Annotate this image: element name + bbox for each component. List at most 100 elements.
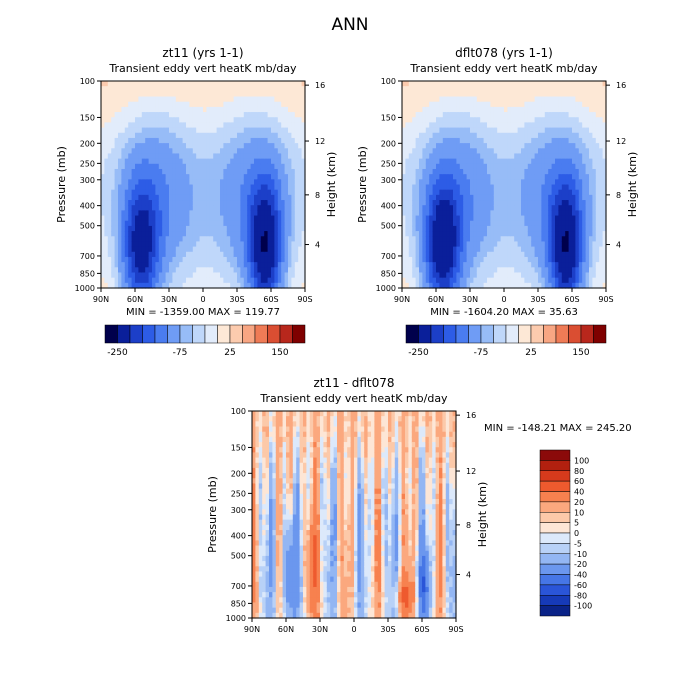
heatmap-cell xyxy=(592,112,597,118)
heatmap-cell xyxy=(507,231,512,237)
heatmap-cell xyxy=(446,132,451,139)
heatmap-cell xyxy=(284,96,289,103)
heatmap-cell xyxy=(284,106,289,113)
heatmap-cell xyxy=(301,210,306,217)
heatmap-cell xyxy=(504,251,508,258)
heatmap-cell xyxy=(463,246,468,253)
heatmap-cell xyxy=(544,189,549,196)
heatmap-cell xyxy=(558,168,563,175)
heatmap-cell xyxy=(476,210,481,217)
heatmap-cell xyxy=(473,194,478,201)
heatmap-cell xyxy=(442,251,447,258)
heatmap-cell xyxy=(182,184,187,191)
heatmap-cell xyxy=(152,220,156,227)
heatmap-cell xyxy=(405,106,410,113)
heatmap-cell xyxy=(128,158,133,165)
heatmap-cell xyxy=(582,200,587,206)
heatmap-cell xyxy=(237,225,241,232)
heatmap-cell xyxy=(473,158,478,165)
heatmap-cell xyxy=(301,106,306,113)
heatmap-cell xyxy=(524,246,529,253)
heatmap-cell xyxy=(281,117,286,123)
colorbar-swatch xyxy=(593,324,607,344)
heatmap-cell xyxy=(473,189,478,196)
heatmap-cell xyxy=(415,86,420,92)
heatmap-cell xyxy=(114,101,119,108)
heatmap-cell xyxy=(425,143,430,149)
heatmap-cell xyxy=(466,241,471,248)
heatmap-cell xyxy=(237,210,241,217)
heatmap-cell xyxy=(101,158,105,165)
heatmap-cell xyxy=(568,168,573,175)
heatmap-cell xyxy=(538,153,542,160)
heatmap-cell xyxy=(203,267,207,274)
heatmap-cell xyxy=(405,194,410,201)
heatmap-cell xyxy=(476,117,481,123)
heatmap-cell xyxy=(124,168,129,175)
heatmap-cell xyxy=(534,137,539,144)
heatmap-cell xyxy=(432,215,437,222)
heatmap-cell xyxy=(264,205,269,211)
heatmap-cell xyxy=(158,241,163,248)
heatmap-cell xyxy=(436,184,440,191)
heatmap-cell xyxy=(209,91,214,98)
heatmap-cell xyxy=(243,132,248,139)
heatmap-cell xyxy=(182,163,187,170)
heatmap-cell xyxy=(585,200,590,206)
heatmap-cell xyxy=(233,215,238,222)
heatmap-cell xyxy=(223,127,228,134)
heatmap-cell xyxy=(585,96,590,103)
heatmap-cell xyxy=(415,91,420,98)
heatmap-cell xyxy=(572,236,576,243)
heatmap-cell xyxy=(425,91,430,98)
heatmap-cell xyxy=(565,117,570,123)
heatmap-cell xyxy=(124,81,129,87)
heatmap-cell xyxy=(442,101,447,108)
heatmap-cell xyxy=(294,205,299,211)
heatmap-cell xyxy=(415,158,420,165)
heatmap-cell xyxy=(456,189,461,196)
heatmap-cell xyxy=(301,101,306,108)
heatmap-cell xyxy=(199,127,204,134)
heatmap-cell xyxy=(602,194,607,201)
heatmap-cell xyxy=(538,174,542,180)
heatmap-cell xyxy=(459,225,464,232)
heatmap-cell xyxy=(442,91,447,98)
heatmap-cell xyxy=(425,215,430,222)
heatmap-cell xyxy=(281,225,286,232)
heatmap-cell xyxy=(415,148,420,155)
heatmap-cell xyxy=(230,132,235,139)
heatmap-cell xyxy=(572,143,576,149)
heatmap-cell xyxy=(500,262,505,268)
heatmap-cell xyxy=(415,179,420,186)
heatmap-cell xyxy=(165,91,170,98)
heatmap-cell xyxy=(592,96,597,103)
heatmap-cell xyxy=(575,122,580,129)
heatmap-cell xyxy=(463,122,468,129)
heatmap-cell xyxy=(233,122,238,129)
heatmap-cell xyxy=(226,184,231,191)
heatmap-cell xyxy=(141,231,146,237)
heatmap-cell xyxy=(243,91,248,98)
heatmap-cell xyxy=(186,282,190,289)
heatmap-cell xyxy=(599,101,604,108)
heatmap-cell xyxy=(271,267,275,274)
heatmap-cell xyxy=(179,122,184,129)
heatmap-cell xyxy=(487,143,491,149)
heatmap-cell xyxy=(589,184,593,191)
heatmap-cell xyxy=(585,137,590,144)
heatmap-cell xyxy=(599,282,604,289)
heatmap-cell xyxy=(510,174,515,180)
colorbar-swatch xyxy=(568,324,582,344)
heatmap-cell xyxy=(568,256,573,263)
heatmap-cell xyxy=(192,200,197,206)
heatmap-cell xyxy=(148,122,153,129)
heatmap-cell xyxy=(189,241,194,248)
heatmap-cell xyxy=(490,241,495,248)
heatmap-cell xyxy=(152,86,156,92)
heatmap-cell xyxy=(432,205,437,211)
heatmap-cell xyxy=(277,127,282,134)
heatmap-cell xyxy=(439,127,444,134)
heatmap-cell xyxy=(169,112,173,118)
heatmap-cell xyxy=(548,200,553,206)
